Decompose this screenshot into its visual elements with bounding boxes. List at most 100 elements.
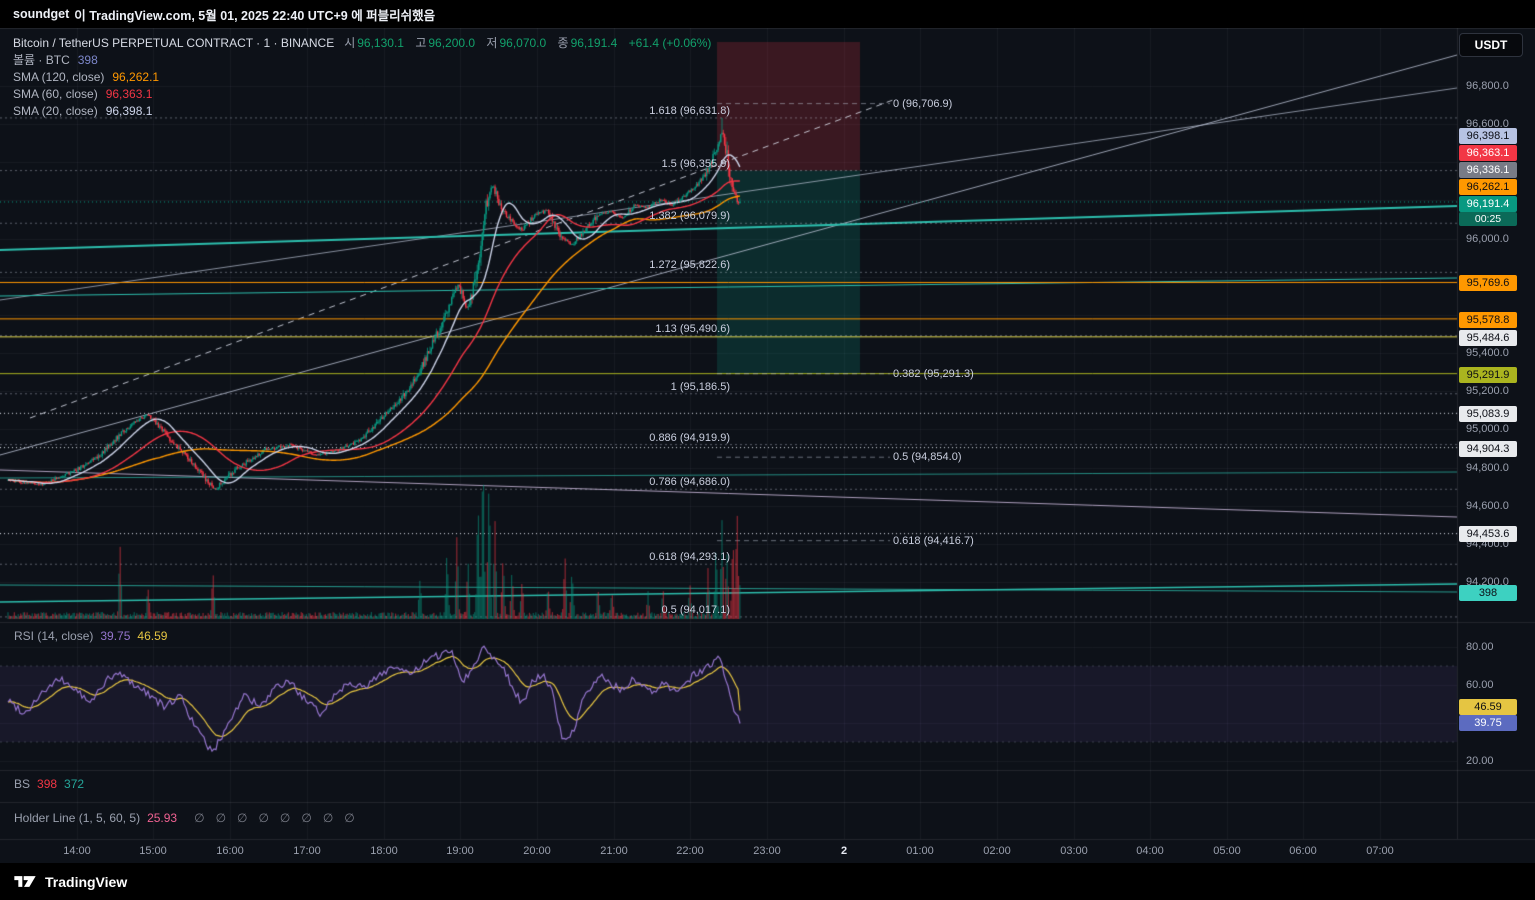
holder-empty-symbols: ∅ ∅ ∅ ∅ ∅ ∅ ∅ ∅ — [194, 811, 355, 825]
fib-level-label[interactable]: 0.886 (94,919.9) — [649, 431, 730, 444]
time-axis-tick: 07:00 — [1366, 845, 1394, 857]
symbol-title: Bitcoin / TetherUS PERPETUAL CONTRACT · … — [13, 35, 335, 50]
fib-level-label[interactable]: 0.786 (94,686.0) — [649, 476, 730, 489]
close-value: 96,191.4 — [570, 36, 618, 50]
time-axis-tick: 2 — [840, 845, 848, 857]
price-axis-tick: 95,400.0 — [1466, 347, 1509, 359]
price-axis-badge: 96,262.1 — [1459, 179, 1517, 195]
holder-line-label: Holder Line (1, 5, 60, 5) — [14, 811, 141, 825]
fib-level-label[interactable]: 0.618 (94,293.1) — [649, 551, 730, 564]
bs-legend-row[interactable]: BS 398 372 — [14, 777, 84, 791]
empty-set-symbol: ∅ — [322, 811, 334, 825]
rsi-value: 39.75 — [100, 629, 131, 643]
volume-legend-row[interactable]: 볼륨 · BTC 398 — [13, 51, 711, 68]
rsi-legend-row[interactable]: RSI (14, close) 39.75 46.59 — [14, 629, 167, 643]
time-axis-tick: 19:00 — [446, 845, 474, 857]
time-axis-tick: 01:00 — [906, 845, 934, 857]
chart-legend: Bitcoin / TetherUS PERPETUAL CONTRACT · … — [13, 34, 711, 119]
holder-line-value: 25.93 — [147, 811, 178, 825]
sma-60-value: 96,363.1 — [105, 86, 153, 101]
time-axis-tick: 14:00 — [63, 845, 91, 857]
change-value: +61.4 (+0.06%) — [628, 36, 712, 50]
price-axis-tick: 95,000.0 — [1466, 423, 1509, 436]
ohlc-values: 시 96,130.1 고 96,200.0 저 96,070.0 종 96,191.4 … — [336, 34, 711, 51]
volume-label: 볼륨 · BTC — [13, 53, 70, 67]
price-axis-badge: 94,453.6 — [1459, 526, 1517, 542]
time-axis-tick: 15:00 — [139, 845, 167, 857]
sma-20-legend-row[interactable]: SMA (20, close) 96,398.1 — [13, 102, 711, 119]
publisher-username[interactable]: soundget — [13, 7, 70, 21]
open-value: 96,130.1 — [357, 36, 404, 50]
fib-ext-level-label[interactable]: 0 (96,706.9) — [893, 97, 953, 110]
rsi-axis-tick: 80.00 — [1466, 641, 1494, 653]
currency-toggle-button[interactable]: USDT — [1459, 33, 1523, 57]
price-axis-badge: 95,578.8 — [1459, 312, 1517, 328]
low-value: 96,070.0 — [499, 36, 547, 50]
brand-bar: TradingView — [0, 863, 1535, 900]
rsi-axis-badge: 39.75 — [1459, 715, 1517, 732]
sma-120-legend-row[interactable]: SMA (120, close) 96,262.1 — [13, 68, 711, 85]
price-axis-badge: 95,484.6 — [1459, 330, 1517, 346]
fib-ext-level-label[interactable]: 0.5 (94,854.0) — [893, 451, 962, 464]
publish-bar: soundget 이 TradingView.com, 5월 01, 2025 … — [0, 0, 1535, 28]
price-axis-tick: 95,200.0 — [1466, 385, 1509, 398]
rsi-ma-value: 46.59 — [137, 629, 168, 643]
empty-set-symbol: ∅ — [301, 811, 312, 825]
empty-set-symbol: ∅ — [344, 811, 355, 825]
fib-level-label[interactable]: 1 (95,186.5) — [670, 380, 730, 393]
fib-level-label[interactable]: 1.13 (95,490.6) — [655, 322, 730, 335]
sma-60-legend-row[interactable]: SMA (60, close) 96,363.1 — [13, 85, 711, 102]
brand-name[interactable]: TradingView — [45, 873, 128, 890]
tradingview-logo-icon[interactable] — [13, 872, 37, 891]
price-axis-badge: 95,291.9 — [1459, 367, 1517, 383]
price-axis-badge: 96,363.1 — [1459, 145, 1517, 161]
price-axis-badge: 96,191.4 — [1459, 196, 1517, 212]
sma-60-label: SMA (60, close) — [13, 86, 98, 101]
time-axis-tick: 21:00 — [600, 845, 628, 857]
fib-level-label[interactable]: 1.382 (96,079.9) — [649, 210, 730, 223]
sma-20-label: SMA (20, close) — [13, 103, 98, 118]
time-axis-tick: 16:00 — [216, 845, 244, 857]
countdown-badge: 00:25 — [1459, 212, 1517, 226]
fib-level-label[interactable]: 0.5 (94,017.1) — [661, 603, 731, 616]
empty-set-symbol: ∅ — [258, 811, 269, 825]
rsi-axis-tick: 60.00 — [1466, 679, 1494, 691]
bs-value-2: 372 — [64, 777, 85, 791]
time-axis-tick: 20:00 — [523, 845, 551, 857]
fib-level-label[interactable]: 1.272 (95,822.6) — [649, 259, 730, 272]
high-label: 고 — [415, 36, 427, 50]
bs-value-1: 398 — [37, 777, 58, 791]
rsi-label: RSI (14, close) — [14, 629, 94, 643]
time-axis-tick: 06:00 — [1289, 845, 1317, 857]
price-axis-tick: 96,600.0 — [1466, 118, 1509, 130]
time-axis-tick: 22:00 — [676, 845, 704, 857]
time-axis-tick: 03:00 — [1060, 845, 1088, 857]
time-axis-tick: 05:00 — [1213, 845, 1241, 857]
fib-ext-level-label[interactable]: 0.382 (95,291.3) — [893, 367, 974, 380]
fib-ext-level-label[interactable]: 0.618 (94,416.7) — [893, 534, 974, 547]
fib-level-label[interactable]: 1.5 (96,355.9) — [661, 157, 731, 170]
price-axis-badge: 96,336.1 — [1459, 162, 1517, 178]
symbol-legend-row[interactable]: Bitcoin / TetherUS PERPETUAL CONTRACT · … — [13, 34, 711, 51]
close-label: 종 — [557, 36, 569, 50]
sma-120-label: SMA (120, close) — [13, 69, 105, 84]
time-axis-tick: 04:00 — [1136, 845, 1164, 857]
time-axis-tick: 02:00 — [983, 845, 1011, 857]
time-axis-tick: 23:00 — [753, 845, 781, 857]
rsi-axis-badge: 46.59 — [1459, 699, 1517, 716]
price-axis-badge: 398 — [1459, 585, 1517, 601]
price-axis-badge: 95,769.6 — [1459, 275, 1517, 291]
sma-120-value: 96,262.1 — [112, 69, 160, 84]
empty-set-symbol: ∅ — [237, 811, 248, 825]
empty-set-symbol: ∅ — [194, 811, 205, 825]
time-axis-tick: 18:00 — [370, 845, 398, 857]
holder-line-legend-row[interactable]: Holder Line (1, 5, 60, 5) 25.93 ∅ ∅ ∅ ∅ ∅ ∅ ∅ ∅ — [14, 811, 355, 825]
price-axis-tick: 96,000.0 — [1466, 232, 1509, 245]
time-axis-tick: 17:00 — [293, 845, 321, 857]
price-axis-tick: 94,600.0 — [1466, 499, 1509, 512]
sma-20-value: 96,398.1 — [105, 103, 153, 118]
empty-set-symbol: ∅ — [279, 811, 291, 825]
fib-level-label[interactable]: 1.618 (96,631.8) — [649, 104, 730, 117]
